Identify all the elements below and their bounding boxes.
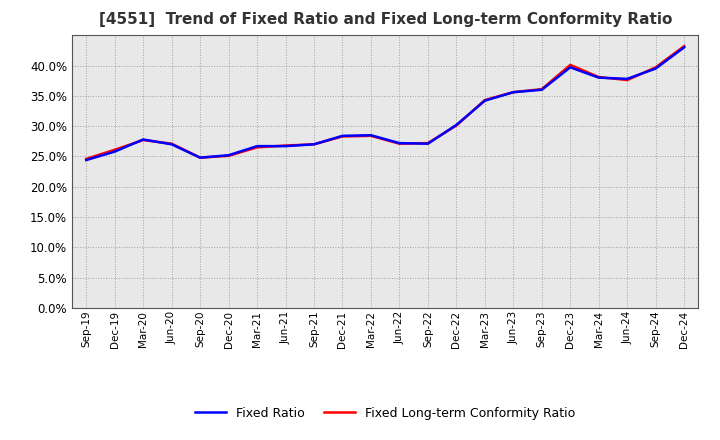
Fixed Long-term Conformity Ratio <box>452 123 461 128</box>
Fixed Ratio <box>595 75 603 80</box>
Fixed Long-term Conformity Ratio <box>595 74 603 80</box>
Fixed Ratio <box>110 149 119 154</box>
Legend: Fixed Ratio, Fixed Long-term Conformity Ratio: Fixed Ratio, Fixed Long-term Conformity … <box>190 402 580 425</box>
Fixed Ratio <box>338 133 347 139</box>
Fixed Long-term Conformity Ratio <box>110 147 119 152</box>
Fixed Ratio <box>366 132 375 138</box>
Fixed Long-term Conformity Ratio <box>509 90 518 95</box>
Fixed Ratio <box>167 142 176 147</box>
Fixed Ratio <box>282 143 290 149</box>
Fixed Long-term Conformity Ratio <box>139 137 148 143</box>
Fixed Ratio <box>225 153 233 158</box>
Fixed Ratio <box>566 65 575 70</box>
Fixed Long-term Conformity Ratio <box>480 97 489 103</box>
Fixed Ratio <box>452 122 461 128</box>
Fixed Long-term Conformity Ratio <box>82 156 91 161</box>
Fixed Long-term Conformity Ratio <box>253 145 261 150</box>
Line: Fixed Long-term Conformity Ratio: Fixed Long-term Conformity Ratio <box>86 46 684 159</box>
Fixed Long-term Conformity Ratio <box>680 44 688 49</box>
Fixed Long-term Conformity Ratio <box>623 77 631 83</box>
Fixed Ratio <box>480 98 489 103</box>
Fixed Long-term Conformity Ratio <box>167 141 176 147</box>
Fixed Ratio <box>623 76 631 81</box>
Fixed Long-term Conformity Ratio <box>395 141 404 147</box>
Fixed Ratio <box>652 66 660 71</box>
Fixed Ratio <box>537 87 546 92</box>
Fixed Ratio <box>509 90 518 95</box>
Line: Fixed Ratio: Fixed Ratio <box>86 48 684 160</box>
Fixed Ratio <box>253 143 261 149</box>
Fixed Ratio <box>395 140 404 146</box>
Fixed Ratio <box>139 137 148 142</box>
Fixed Long-term Conformity Ratio <box>338 134 347 139</box>
Fixed Ratio <box>310 142 318 147</box>
Fixed Long-term Conformity Ratio <box>196 155 204 160</box>
Fixed Long-term Conformity Ratio <box>282 143 290 148</box>
Fixed Long-term Conformity Ratio <box>652 65 660 70</box>
Title: [4551]  Trend of Fixed Ratio and Fixed Long-term Conformity Ratio: [4551] Trend of Fixed Ratio and Fixed Lo… <box>99 12 672 27</box>
Fixed Long-term Conformity Ratio <box>537 87 546 92</box>
Fixed Long-term Conformity Ratio <box>310 142 318 147</box>
Fixed Ratio <box>82 158 91 163</box>
Fixed Ratio <box>196 155 204 160</box>
Fixed Ratio <box>423 141 432 147</box>
Fixed Long-term Conformity Ratio <box>225 153 233 158</box>
Fixed Ratio <box>680 45 688 50</box>
Fixed Long-term Conformity Ratio <box>423 140 432 146</box>
Fixed Long-term Conformity Ratio <box>366 133 375 139</box>
Fixed Long-term Conformity Ratio <box>566 62 575 68</box>
